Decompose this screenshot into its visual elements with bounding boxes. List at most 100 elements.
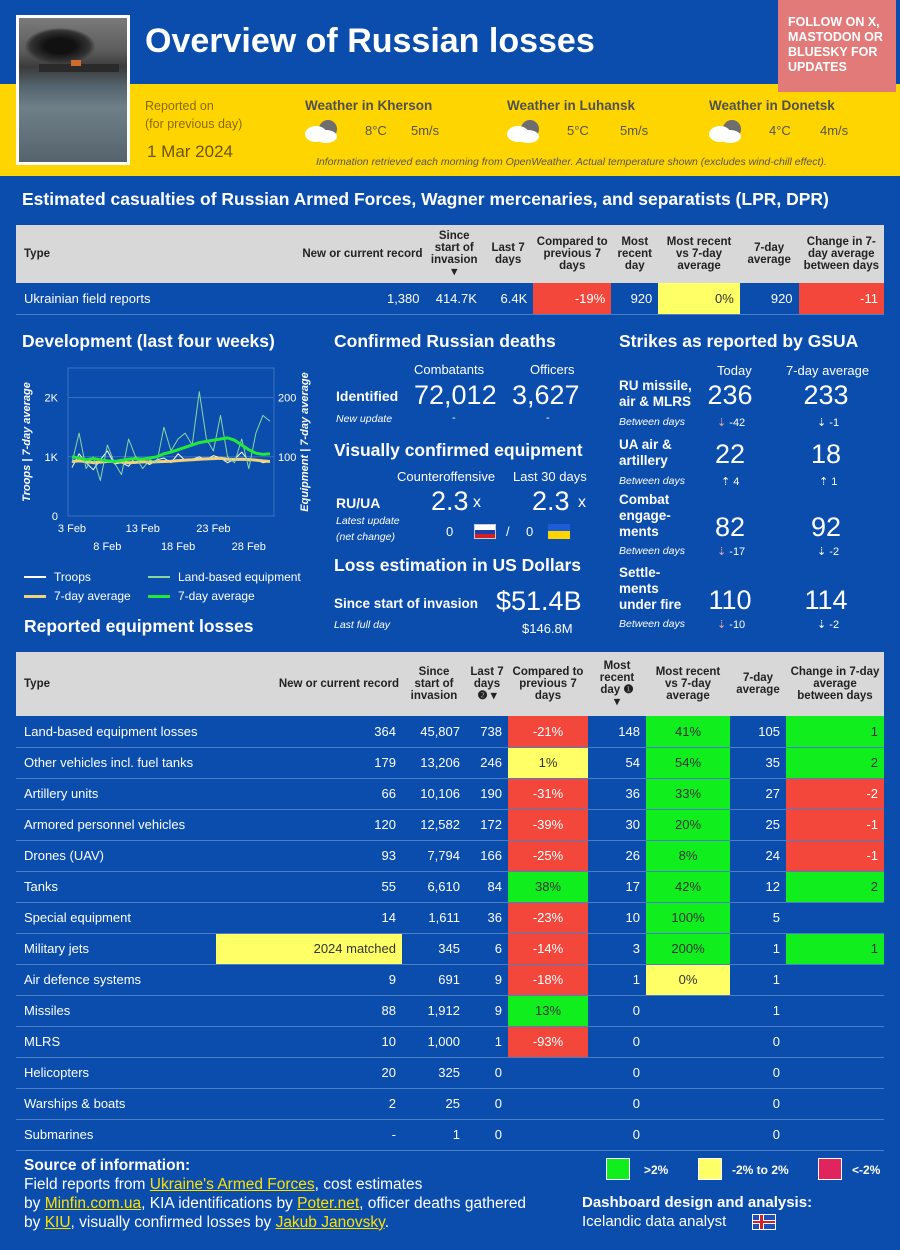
cell-avg: 24 (730, 840, 786, 872)
equipment-table: Type New or current record Since start o… (16, 652, 884, 1151)
cell-record: 14 (216, 902, 402, 934)
cloud-icon (507, 120, 541, 144)
y-right-label: Equipment | 7-day average (299, 372, 311, 511)
weather-band (0, 84, 900, 176)
cell-chg: 2 (786, 747, 884, 779)
cell-rvs: 20% (646, 809, 730, 841)
col-compared: Compared to previous 7 days (533, 225, 612, 283)
cell-chg (786, 1088, 884, 1120)
cell-avg: 0 (730, 1057, 786, 1089)
cell-chg: 2 (786, 871, 884, 903)
cell-record: 179 (216, 747, 402, 779)
cell-cmp (508, 1119, 588, 1151)
arrow-down-icon: ⇣ (817, 546, 827, 558)
development-title: Development (last four weeks) (22, 331, 275, 351)
legend-troops-avg: 7-day average (54, 589, 131, 603)
ukraine-flag-icon (548, 524, 570, 539)
col-since: Since start of invasion (402, 652, 466, 716)
link-janovsky[interactable]: Jakub Janovsky (275, 1214, 385, 1231)
cell-type: Land-based equipment losses (16, 716, 216, 748)
legend-swatch-yellow (698, 1158, 722, 1180)
cell-since: 7,794 (402, 840, 466, 872)
col-last7[interactable]: Last 7 days ❷ ▾ (466, 652, 508, 716)
ua-change: 0 (526, 524, 534, 539)
table-row: Air defence systems 9 691 9 -18% 1 0% 1 (16, 964, 884, 996)
cell-chg (786, 964, 884, 996)
cell-chg (786, 1057, 884, 1089)
combatants-delta: - (452, 412, 456, 424)
development-chart-svg: 0 1K 2K 100 200 3 Feb 13 Feb 23 Feb 8 Feb 18 Feb 2… (21, 367, 311, 553)
col-avg7: 7-day average (739, 225, 799, 283)
y-left-tick: 1K (45, 452, 59, 464)
strikes-title: Strikes as reported by GSUA (619, 331, 859, 351)
cell-recent: 26 (588, 840, 646, 872)
casualties-title: Estimated casualties of Russian Armed Fo… (22, 189, 829, 209)
x-tick: 18 Feb (161, 541, 195, 553)
table-row: Missiles 88 1,912 9 13% 0 1 (16, 995, 884, 1027)
cell-cmp: -39% (508, 809, 588, 841)
equipment-rows: Land-based equipment losses 364 45,807 738-… (16, 716, 884, 1151)
slash: / (506, 524, 510, 539)
cost-since-label: Since start of invasion (334, 596, 479, 611)
table-row: MLRS 10 1,000 1 -93% 0 0 (16, 1026, 884, 1058)
cell-cmp (508, 1088, 588, 1120)
strike-avg-delta: ⇣ -2 (817, 619, 840, 631)
cell-since: 345 (402, 933, 466, 965)
identified-label: Identified (336, 388, 399, 404)
cell-rvs (646, 1119, 730, 1151)
col-since[interactable]: Since start of invasion ▾ (425, 225, 483, 283)
iceland-flag-icon (752, 1214, 776, 1230)
cell-record: 120 (216, 809, 402, 841)
cell-recent: 0 (588, 995, 646, 1027)
plot-frame (67, 367, 275, 517)
strike-row: Settle-ments under fire Between days 110… (619, 565, 889, 633)
cell-recent: 0 (588, 1119, 646, 1151)
between-label: Between days (619, 618, 685, 630)
follow-link[interactable]: FOLLOW ON X, MASTODON OR BLUESKY FOR UPD… (778, 0, 896, 92)
link-minfin[interactable]: Minfin.com.ua (44, 1195, 142, 1212)
strike-label: RU missile, air & MLRS (619, 378, 692, 409)
weather-donetsk: Weather in Donetsk 4°C 4m/s (709, 98, 889, 148)
strike-today: 110 (708, 585, 752, 615)
cell-type: Ukrainian field reports (16, 283, 157, 315)
cost-lastday-label: Last full day (334, 619, 391, 631)
counter-ratio: 2.3 (431, 486, 469, 516)
col-recent[interactable]: Most recent day ❶ ▾ (588, 652, 646, 716)
strike-today-delta: ⇣ -17 (717, 546, 746, 558)
arrow-down-icon: ⇣ (817, 619, 827, 631)
cell-last7: 172 (466, 809, 508, 841)
link-poter[interactable]: Poter.net (297, 1195, 360, 1212)
header-band (0, 0, 900, 84)
strike-avg: 18 (810, 439, 842, 469)
strike-avg: 114 (804, 585, 848, 615)
cell-last7: 166 (466, 840, 508, 872)
link-armed-forces[interactable]: Ukraine's Armed Forces (149, 1176, 315, 1193)
cell-record: - (216, 1119, 402, 1151)
cell-record: 2 (216, 1088, 402, 1120)
cell-avg: 5 (730, 902, 786, 934)
source-title: Source of information: (24, 1157, 191, 1174)
legend-equipment: Land-based equipment (178, 570, 301, 584)
cell-since: 10,106 (402, 778, 466, 810)
legend-troops: Troops (54, 570, 91, 584)
table-row: Submarines -1 0 0 0 (16, 1119, 884, 1151)
cell-avg7: 920 (739, 283, 799, 315)
between-label: Between days (619, 475, 685, 487)
strike-today: 22 (714, 439, 746, 469)
strike-today: 82 (714, 512, 746, 542)
source-line: by KIU, visually confirmed losses by Jak… (24, 1214, 390, 1231)
cell-avg: 0 (730, 1026, 786, 1058)
cell-record: 55 (216, 871, 402, 903)
cell-recent: 36 (588, 778, 646, 810)
combatants-label: Combatants (414, 362, 485, 377)
cell-recent: 0 (588, 1057, 646, 1089)
cell-record: 2024 matched (216, 933, 402, 965)
cell-cmp: 1% (508, 747, 588, 779)
cell-recent-vs: 0% (658, 283, 740, 315)
link-kiu[interactable]: KIU (44, 1214, 71, 1231)
cell-last7: 0 (466, 1057, 508, 1089)
cell-recent: 54 (588, 747, 646, 779)
info-icon: ❶ (623, 684, 634, 696)
cell-recent: 3 (588, 933, 646, 965)
equipment-title: Reported equipment losses (24, 616, 254, 636)
